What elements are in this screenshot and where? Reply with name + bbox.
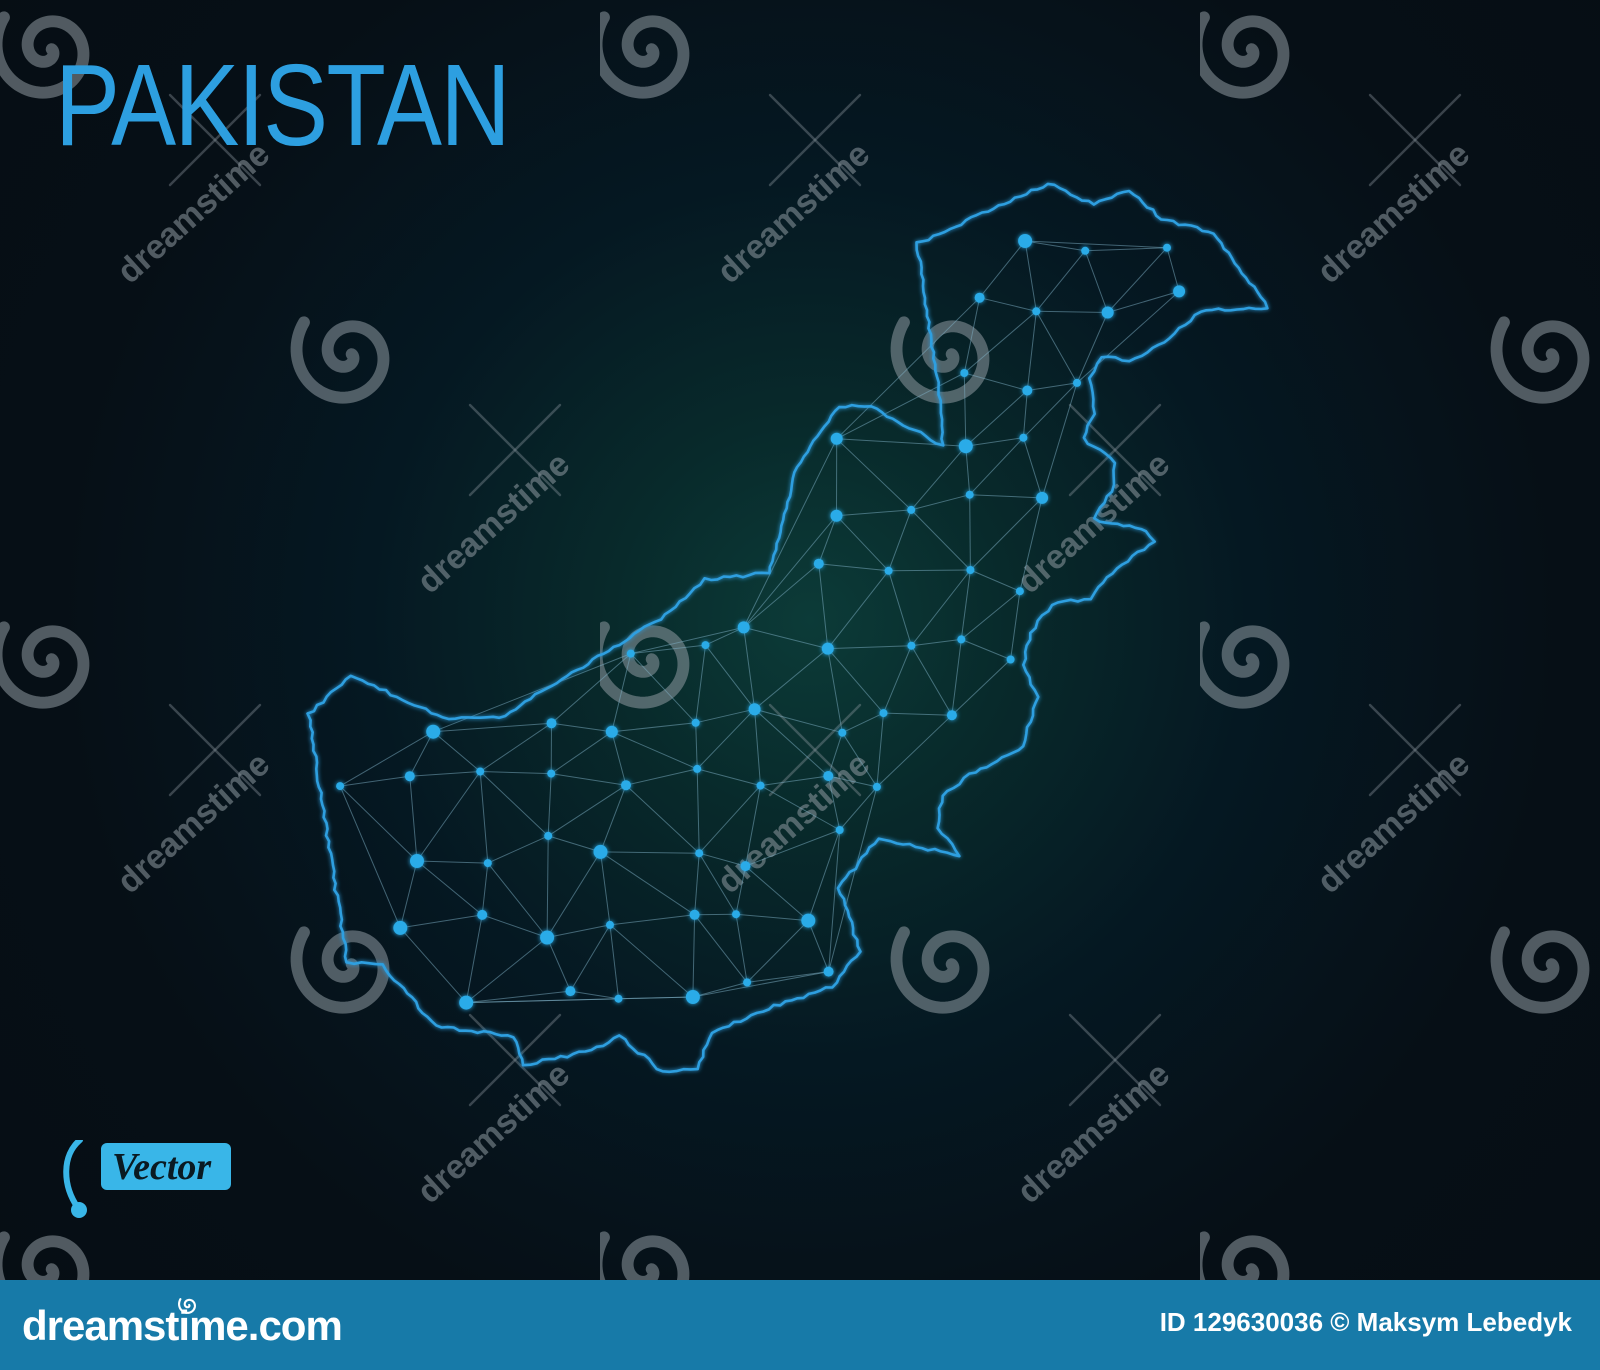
svg-text:dreamstime.com: dreamstime.com: [22, 1302, 342, 1349]
svg-text:Vector: Vector: [112, 1146, 212, 1188]
